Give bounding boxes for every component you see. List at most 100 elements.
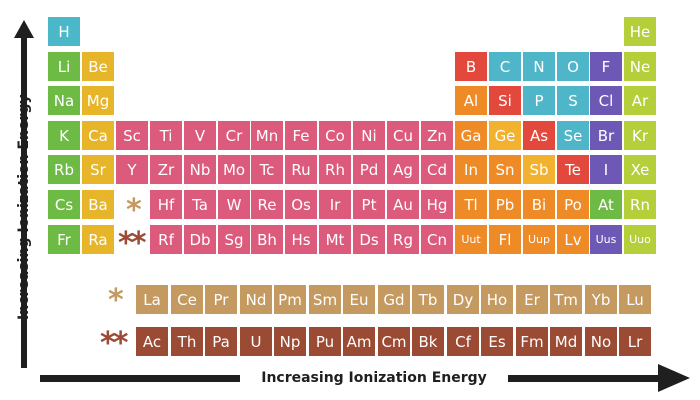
- element-w: W: [218, 190, 250, 219]
- element-ir: Ir: [319, 190, 351, 219]
- element-cu: Cu: [387, 121, 419, 150]
- element-mg: Mg: [82, 86, 114, 115]
- vertical-axis-arrow: [14, 20, 34, 368]
- actinide-pa: Pa: [205, 327, 237, 356]
- element-mt: Mt: [319, 225, 351, 254]
- element-fl: Fl: [489, 225, 521, 254]
- element-ti: Ti: [150, 121, 182, 150]
- element-n: N: [523, 52, 555, 81]
- actinide-cm: Cm: [378, 327, 410, 356]
- lanthanide-sm: Sm: [309, 285, 341, 314]
- element-se: Se: [557, 121, 589, 150]
- lanthanide-la: La: [136, 285, 168, 314]
- element-h: H: [48, 17, 80, 46]
- element-f: F: [590, 52, 622, 81]
- element-k: K: [48, 121, 80, 150]
- element-rg: Rg: [387, 225, 419, 254]
- element-in: In: [455, 155, 487, 184]
- element-ga: Ga: [455, 121, 487, 150]
- element-p: P: [523, 86, 555, 115]
- element-li: Li: [48, 52, 80, 81]
- lanthanide-pm: Pm: [274, 285, 306, 314]
- element-db: Db: [184, 225, 216, 254]
- lanthanide-gd: Gd: [378, 285, 410, 314]
- element-rf: Rf: [150, 225, 182, 254]
- element-bh: Bh: [251, 225, 283, 254]
- element-cd: Cd: [421, 155, 453, 184]
- element-sg: Sg: [218, 225, 250, 254]
- element-uus: Uus: [590, 225, 622, 254]
- actinide-np: Np: [274, 327, 306, 356]
- element-s: S: [557, 86, 589, 115]
- lanthanide-marker-main: *: [126, 193, 142, 228]
- element-po: Po: [557, 190, 589, 219]
- element-hs: Hs: [285, 225, 317, 254]
- vertical-ionization-axis: [0, 0, 40, 400]
- element-at: At: [590, 190, 622, 219]
- element-he: He: [624, 17, 656, 46]
- element-xe: Xe: [624, 155, 656, 184]
- element-tc: Tc: [251, 155, 283, 184]
- element-co: Co: [319, 121, 351, 150]
- element-rh: Rh: [319, 155, 351, 184]
- element-fr: Fr: [48, 225, 80, 254]
- element-i: I: [590, 155, 622, 184]
- element-ba: Ba: [82, 190, 114, 219]
- element-uuo: Uuo: [624, 225, 656, 254]
- actinide-fm: Fm: [516, 327, 548, 356]
- lanthanide-nd: Nd: [240, 285, 272, 314]
- actinide-marker-main: **: [118, 226, 146, 261]
- lanthanide-ho: Ho: [481, 285, 513, 314]
- element-te: Te: [557, 155, 589, 184]
- actinide-bk: Bk: [412, 327, 444, 356]
- element-rn: Rn: [624, 190, 656, 219]
- element-zn: Zn: [421, 121, 453, 150]
- element-nb: Nb: [184, 155, 216, 184]
- element-fe: Fe: [285, 121, 317, 150]
- element-cr: Cr: [218, 121, 250, 150]
- element-pd: Pd: [353, 155, 385, 184]
- lanthanide-eu: Eu: [343, 285, 375, 314]
- element-ag: Ag: [387, 155, 419, 184]
- lanthanide-tb: Tb: [412, 285, 444, 314]
- element-ra: Ra: [82, 225, 114, 254]
- lanthanide-lu: Lu: [619, 285, 651, 314]
- element-tl: Tl: [455, 190, 487, 219]
- element-uup: Uup: [523, 225, 555, 254]
- element-re: Re: [251, 190, 283, 219]
- element-pb: Pb: [489, 190, 521, 219]
- element-be: Be: [82, 52, 114, 81]
- horizontal-axis-label: Increasing Ionization Energy: [240, 370, 508, 386]
- element-uut: Uut: [455, 225, 487, 254]
- lanthanide-ce: Ce: [171, 285, 203, 314]
- element-ru: Ru: [285, 155, 317, 184]
- actinide-th: Th: [171, 327, 203, 356]
- lanthanide-yb: Yb: [585, 285, 617, 314]
- element-ta: Ta: [184, 190, 216, 219]
- element-ds: Ds: [353, 225, 385, 254]
- actinide-am: Am: [343, 327, 375, 356]
- actinide-pu: Pu: [309, 327, 341, 356]
- element-b: B: [455, 52, 487, 81]
- element-sn: Sn: [489, 155, 521, 184]
- lanthanide-pr: Pr: [205, 285, 237, 314]
- actinide-md: Md: [550, 327, 582, 356]
- element-sc: Sc: [116, 121, 148, 150]
- element-cs: Cs: [48, 190, 80, 219]
- element-lv: Lv: [557, 225, 589, 254]
- element-cn: Cn: [421, 225, 453, 254]
- actinide-u: U: [240, 327, 272, 356]
- element-ca: Ca: [82, 121, 114, 150]
- element-os: Os: [285, 190, 317, 219]
- actinide-es: Es: [481, 327, 513, 356]
- element-si: Si: [489, 86, 521, 115]
- actinide-cf: Cf: [447, 327, 479, 356]
- element-mn: Mn: [251, 121, 283, 150]
- element-rb: Rb: [48, 155, 80, 184]
- lanthanide-dy: Dy: [447, 285, 479, 314]
- actinide-ac: Ac: [136, 327, 168, 356]
- element-zr: Zr: [150, 155, 182, 184]
- element-ni: Ni: [353, 121, 385, 150]
- element-v: V: [184, 121, 216, 150]
